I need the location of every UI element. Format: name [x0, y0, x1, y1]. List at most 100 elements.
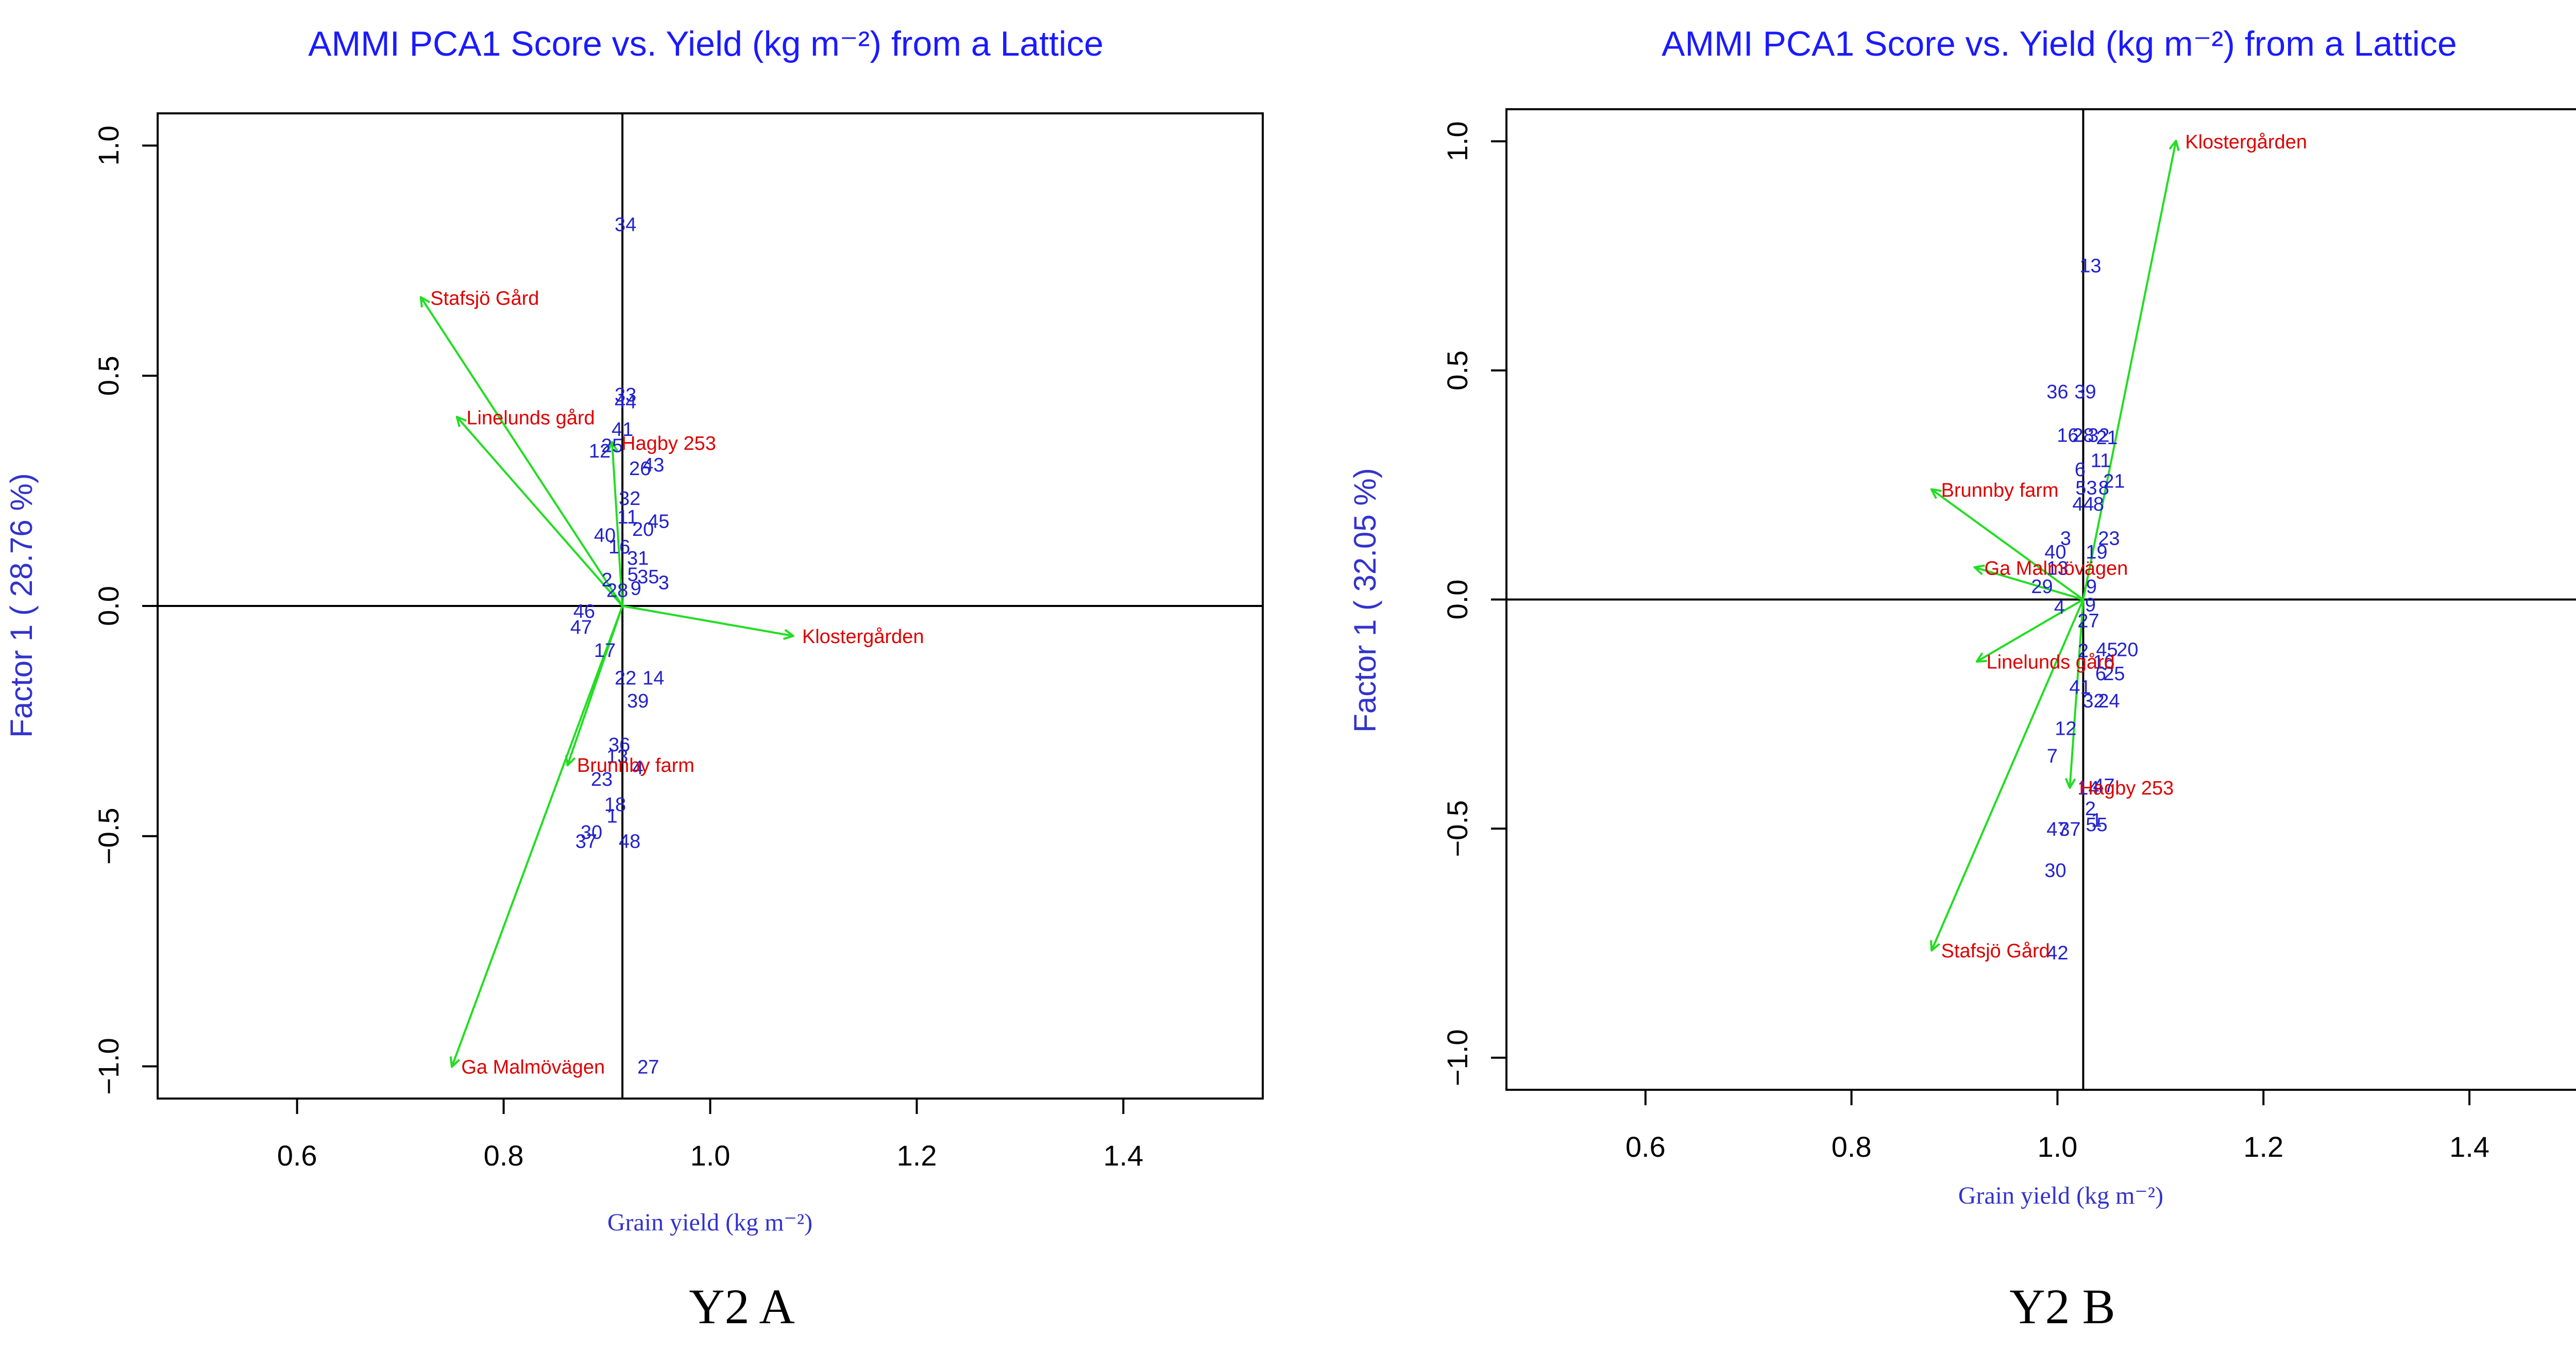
environment-arrow: [2082, 140, 2180, 600]
y-axis-label: Factor 1 ( 32.05 %): [1348, 468, 1382, 733]
genotype-label: 45: [648, 511, 669, 533]
genotype-label: 1: [606, 806, 617, 828]
y-tick-label: −1.0: [1441, 1029, 1473, 1086]
genotype-label: 4: [633, 757, 643, 779]
genotype-label: 25: [601, 435, 623, 457]
genotype-label: 9: [631, 578, 641, 599]
y-tick-label: 0.0: [1441, 580, 1473, 620]
genotype-label: 43: [642, 454, 664, 476]
environment-arrow: [1973, 564, 2084, 601]
genotype-label: 20: [2116, 639, 2138, 661]
environment-label: Brunnby farm: [577, 755, 694, 777]
genotype-label: 29: [2031, 576, 2053, 598]
genotype-label: 45: [2096, 639, 2117, 661]
genotype-label: 21: [2096, 427, 2117, 449]
genotype-label: 36: [2046, 381, 2068, 403]
genotype-label: 35: [637, 566, 659, 588]
genotype-label: 8: [2098, 478, 2109, 499]
panel-b: AMMI PCA1 Score vs. Yield (kg m⁻²) from …: [1348, 24, 2576, 1334]
environment-label: Stafsjö Gård: [430, 288, 539, 309]
genotype-label: 37: [2059, 819, 2080, 840]
environment-arrow: [1930, 599, 2084, 952]
genotype-label: 23: [591, 769, 613, 790]
genotype-label: 17: [594, 640, 616, 662]
environment-arrow: [419, 296, 623, 607]
y-tick-label: −0.5: [1441, 800, 1473, 857]
environment-arrow: [607, 441, 624, 606]
genotype-label: 28: [606, 580, 628, 602]
genotype-label: 20: [632, 519, 654, 541]
genotype-label: 40: [2044, 542, 2066, 563]
y-tick-label: −1.0: [92, 1038, 125, 1095]
genotype-label: 48: [619, 831, 640, 853]
chart-title: AMMI PCA1 Score vs. Yield (kg m⁻²) from …: [308, 24, 1104, 63]
panel-caption: Y2 B: [2009, 1279, 2115, 1334]
environment-label: Ga Malmövägen: [1985, 558, 2128, 579]
genotype-label: 13: [2046, 558, 2068, 579]
genotype-label: 37: [575, 831, 597, 853]
genotype-label: 36: [608, 734, 630, 756]
x-tick-label: 1.2: [897, 1139, 937, 1172]
chart-title: AMMI PCA1 Score vs. Yield (kg m⁻²) from …: [1662, 24, 2457, 63]
genotype-label: 39: [627, 690, 649, 712]
genotype-label: 2: [2085, 798, 2096, 820]
environment-label: Linelunds gård: [1987, 652, 2115, 673]
genotype-label: 25: [2103, 663, 2125, 685]
genotype-label: 16: [608, 536, 630, 558]
genotype-label: 47: [2093, 775, 2114, 797]
genotype-label: 4: [2054, 597, 2065, 618]
genotype-label: 11: [2091, 450, 2111, 471]
environment-arrow: [455, 415, 623, 607]
genotype-label: 5: [628, 564, 638, 585]
y-axis-label: Factor 1 ( 28.76 %): [4, 473, 39, 738]
x-tick-label: 0.6: [1625, 1130, 1666, 1163]
genotype-label: 23: [2098, 528, 2120, 549]
genotype-label: 8: [2093, 494, 2104, 515]
genotype-label: 13: [2079, 255, 2101, 277]
environment-arrow: [622, 605, 794, 640]
genotype-label: 41: [612, 419, 633, 441]
genotype-label: 6: [2095, 663, 2106, 685]
environment-label: Klostergården: [802, 626, 924, 648]
genotype-label: 32: [619, 488, 640, 510]
environment-arrow: [449, 605, 623, 1068]
genotype-label: 2: [601, 569, 612, 591]
genotype-label: 6: [2075, 459, 2086, 481]
genotype-label: 14: [642, 667, 664, 689]
environment-label: Linelunds gård: [466, 408, 595, 429]
genotype-label: 30: [2044, 860, 2066, 882]
environment-label: Hagby 253: [621, 433, 716, 454]
x-tick-label: 1.0: [690, 1139, 731, 1172]
genotype-label: 27: [637, 1056, 659, 1078]
genotype-label: 22: [615, 667, 636, 689]
genotype-label: 26: [629, 458, 651, 480]
x-axis-label: Grain yield (kg m⁻²): [1958, 1182, 2163, 1209]
panel-caption: Y2 A: [689, 1279, 794, 1334]
genotype-label: 40: [594, 525, 616, 547]
genotype-label: 19: [2086, 542, 2107, 563]
x-axis-label: Grain yield (kg m⁻²): [607, 1209, 812, 1236]
environment-arrow: [1930, 488, 2084, 601]
genotype-label: 46: [573, 601, 595, 622]
genotype-label: 1: [2091, 809, 2102, 831]
genotype-label: 3: [2060, 528, 2071, 549]
genotype-label: 12: [589, 441, 611, 462]
genotype-label: 34: [615, 214, 636, 235]
genotype-label: 28: [2072, 425, 2094, 446]
x-tick-label: 1.4: [2449, 1130, 2489, 1163]
genotype-label: 14: [2077, 778, 2099, 799]
genotype-label: 53: [2075, 478, 2097, 499]
y-tick-label: −0.5: [92, 807, 125, 865]
genotype-label: 18: [604, 794, 626, 816]
environment-label: Stafsjö Gård: [1941, 940, 2050, 962]
y-tick-label: 0.5: [92, 356, 125, 396]
genotype-label: 3: [658, 572, 669, 594]
genotype-label: 42: [2046, 942, 2068, 964]
x-tick-label: 1.4: [1103, 1139, 1143, 1172]
genotype-label: 9: [2085, 594, 2096, 616]
genotype-label: 16: [2057, 425, 2078, 446]
genotype-label: 24: [2098, 690, 2120, 712]
x-tick-label: 1.2: [2243, 1130, 2283, 1163]
genotype-label: 30: [581, 822, 602, 843]
